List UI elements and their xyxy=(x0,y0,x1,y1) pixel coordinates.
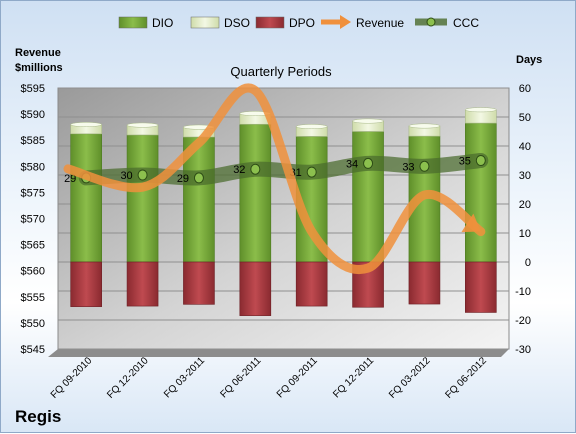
bar-dio xyxy=(352,131,384,263)
left-tick-label: $565 xyxy=(21,240,45,252)
bar-top xyxy=(352,118,384,124)
left-tick-label: $585 xyxy=(21,135,45,147)
category-label: FQ 06-2012 xyxy=(443,355,489,401)
left-axis-title-units: $millions xyxy=(15,62,63,74)
legend-label-dso: DSO xyxy=(224,16,250,30)
plot-floor xyxy=(48,349,509,357)
right-tick-label: -20 xyxy=(515,315,531,327)
ccc-data-label: 29 xyxy=(177,173,189,185)
right-tick-label: 20 xyxy=(519,199,531,211)
left-tick-label: $580 xyxy=(21,161,45,173)
bar-top xyxy=(126,122,159,128)
bar-dpo xyxy=(126,261,159,307)
revenue-line xyxy=(63,83,486,274)
bar-dpo xyxy=(183,261,215,305)
right-axis-title: Days xyxy=(516,54,542,66)
category-label: FQ 12-2010 xyxy=(105,355,151,401)
ccc-point xyxy=(137,169,148,181)
right-tick-label: 10 xyxy=(519,228,531,240)
ccc-point xyxy=(306,166,317,178)
ccc-point xyxy=(193,172,204,184)
left-tick-label: $570 xyxy=(21,214,45,226)
category-label: FQ 06-2011 xyxy=(218,355,263,400)
right-tick-label: 50 xyxy=(519,112,531,124)
bar-dio xyxy=(239,123,272,263)
ccc-point xyxy=(363,157,374,169)
bar-dpo xyxy=(70,261,102,307)
legend-swatch-dio xyxy=(118,16,148,29)
category-label: FQ 09-2011 xyxy=(275,355,320,400)
ccc-data-label: 35 xyxy=(459,156,471,168)
left-tick-label: $545 xyxy=(21,344,45,356)
bar-top xyxy=(295,124,328,130)
right-tick-label: 30 xyxy=(519,170,531,182)
left-tick-label: $560 xyxy=(21,266,45,278)
right-tick-label: 40 xyxy=(519,141,531,153)
legend-label-revenue: Revenue xyxy=(356,16,404,30)
category-label: FQ 12-2011 xyxy=(331,355,376,400)
right-tick-label: 60 xyxy=(519,83,531,95)
bar-dpo xyxy=(465,261,497,313)
right-tick-label: -10 xyxy=(515,286,531,298)
ccc-point xyxy=(475,155,486,166)
category-label: FQ 09-2010 xyxy=(49,355,95,401)
legend-swatch-dpo xyxy=(255,16,285,29)
legend-label-dio: DIO xyxy=(152,16,173,30)
legend-arrow-revenue xyxy=(340,15,351,29)
ccc-data-label: 33 xyxy=(402,161,414,173)
category-label: FQ 03-2012 xyxy=(387,355,433,401)
left-tick-label: $555 xyxy=(21,292,45,304)
bar-top xyxy=(408,123,441,129)
ccc-data-label: 32 xyxy=(233,164,245,176)
bar-top xyxy=(465,107,497,113)
bar-dpo xyxy=(408,261,441,305)
plot-area xyxy=(57,87,510,350)
bar-dio xyxy=(126,134,159,263)
ccc-point xyxy=(419,160,430,172)
left-tick-label: $575 xyxy=(21,187,45,199)
bar-dpo xyxy=(295,261,328,307)
chart-title: Quarterly Periods xyxy=(230,64,332,79)
left-tick-label: $590 xyxy=(21,109,45,121)
ccc-data-label: 30 xyxy=(120,170,132,182)
bar-dpo xyxy=(239,261,272,316)
legend-label-dpo: DPO xyxy=(289,16,315,30)
category-label: FQ 03-2011 xyxy=(162,355,207,400)
ccc-data-label: 29 xyxy=(64,173,76,185)
ccc-point xyxy=(250,163,261,175)
company-name: Regis xyxy=(15,407,61,426)
legend-marker-ccc xyxy=(426,17,436,27)
left-tick-label: $595 xyxy=(21,83,45,95)
bar-dio xyxy=(70,133,102,263)
revenue-arrowhead xyxy=(461,213,481,233)
bar-top xyxy=(70,122,102,127)
left-axis-title: Revenue xyxy=(15,47,61,59)
ccc-data-label: 34 xyxy=(346,158,358,170)
legend-label-ccc: CCC xyxy=(453,16,479,30)
bar-dio xyxy=(465,122,497,263)
legend-swatch-dso xyxy=(190,16,220,29)
right-tick-label: -30 xyxy=(515,344,531,356)
right-tick-label: 0 xyxy=(525,257,531,269)
left-tick-label: $550 xyxy=(21,318,45,330)
